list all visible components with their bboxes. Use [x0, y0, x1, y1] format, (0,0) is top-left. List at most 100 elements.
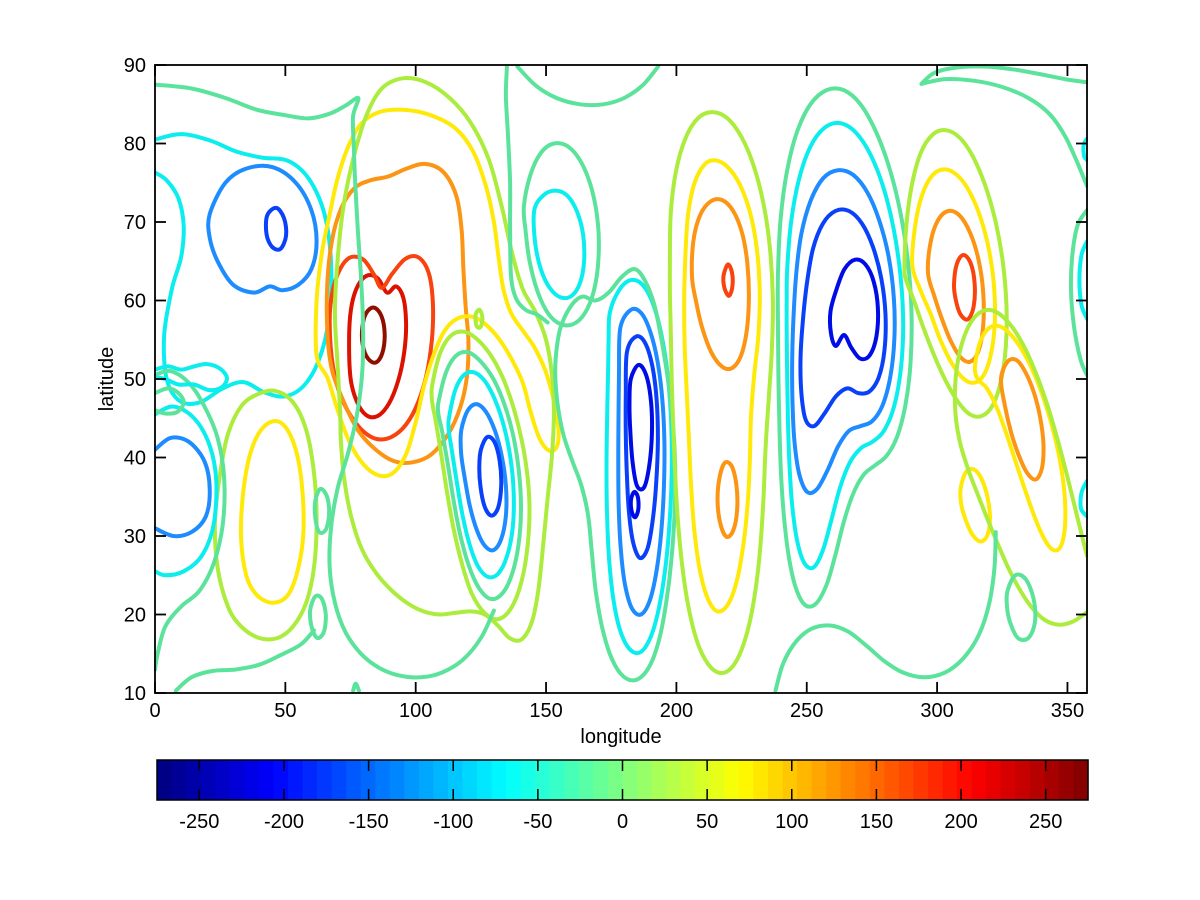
colorbar-segment: [215, 760, 231, 800]
colorbar-segment: [738, 760, 755, 800]
contour-line-level-25: [212, 388, 319, 642]
x-tick-label: 200: [660, 700, 693, 722]
contour-line-level--175: [263, 205, 289, 252]
contour-line-level--25: [312, 486, 332, 535]
contour-line-level--125: [206, 163, 319, 295]
colorbar-segment: [157, 760, 173, 800]
colorbar-segment: [942, 760, 958, 800]
contour-line-level-25: [332, 76, 556, 643]
colorbar-tick-label: 0: [617, 811, 628, 833]
contour-line-level-175: [327, 254, 436, 442]
contour-line-level--75: [154, 362, 229, 393]
contour-line-level--25: [351, 681, 361, 693]
colorbar-segment: [680, 760, 696, 800]
contour-line-level-75: [682, 158, 762, 614]
colorbar-tick-label: 150: [860, 811, 893, 833]
colorbar-segment: [229, 760, 245, 800]
colorbar-segment: [855, 760, 871, 800]
colorbar-segment: [666, 760, 682, 800]
contour-line-level-75: [313, 107, 561, 479]
contour-line-level-225: [347, 273, 409, 420]
contour-line-level-25: [952, 307, 1088, 627]
contour-lines-layer: [154, 64, 1088, 693]
contour-line-level--25: [1004, 572, 1038, 643]
colorbar-segment: [607, 760, 624, 800]
colorbar-segment: [593, 760, 609, 800]
colorbar-segment: [913, 760, 929, 800]
colorbar-segment: [898, 760, 915, 800]
contour-line-level--125: [790, 168, 897, 496]
colorbar-segment: [637, 760, 653, 800]
y-tick-label: 60: [124, 291, 146, 313]
contour-line-level--25: [919, 64, 1088, 86]
contour-line-level--75: [154, 404, 219, 578]
colorbar-segment: [186, 760, 202, 800]
colorbar-segment: [797, 760, 813, 800]
colorbar-segment: [346, 760, 362, 800]
colorbar-segment: [753, 760, 769, 800]
contour-line-level-125: [715, 460, 740, 539]
colorbar-segment: [724, 760, 740, 800]
contour-line-level-25: [902, 128, 1009, 419]
x-tick-label: 0: [149, 700, 160, 722]
colorbar-tick-label: 200: [944, 811, 977, 833]
colorbar-segment: [258, 760, 274, 800]
contour-line-level--25: [553, 267, 678, 683]
colorbar-segment: [447, 760, 464, 800]
contour-line-level--25: [515, 64, 661, 108]
colorbar-segment: [927, 760, 944, 800]
x-tick-label: 250: [790, 700, 823, 722]
y-tick-label: 70: [124, 212, 146, 234]
colorbar-segment: [869, 760, 885, 800]
colorbar-tick-label: 50: [696, 811, 718, 833]
colorbar-segment: [462, 760, 478, 800]
colorbar-segment: [1015, 760, 1031, 800]
colorbar-segment: [1058, 760, 1075, 800]
colorbar-segment: [287, 760, 304, 800]
colorbar-segment: [200, 760, 216, 800]
contour-line-level--75: [1077, 239, 1088, 321]
contour-line-level--75: [1078, 479, 1088, 519]
colorbar-segment: [782, 760, 798, 800]
contour-line-level-75: [910, 167, 998, 385]
colorbar-segment: [1000, 760, 1016, 800]
colorbar-segment: [331, 760, 347, 800]
colorbar-tick-label: -150: [349, 811, 389, 833]
colorbar-segment: [695, 760, 711, 800]
colorbar-segment: [244, 760, 260, 800]
y-tick-label: 80: [124, 134, 146, 156]
colorbar-segment: [491, 760, 507, 800]
contour-line-level--25: [154, 386, 186, 416]
colorbar-segment: [317, 760, 333, 800]
colorbar-tick-label: 250: [1029, 811, 1062, 833]
contour-line-level-75: [238, 419, 306, 605]
contour-line-level--25: [503, 64, 550, 325]
colorbar-segment: [171, 760, 187, 800]
colorbar-segment: [1044, 760, 1060, 800]
colorbar-segment: [840, 760, 856, 800]
contour-line-level--25: [173, 628, 316, 693]
contour-line-level--75: [154, 132, 334, 407]
contour-line-level-25: [429, 329, 532, 622]
contour-line-level--175: [477, 434, 504, 518]
colorbar-segment: [651, 760, 667, 800]
contour-line-level--25: [1068, 208, 1088, 378]
colorbar-tick-label: -200: [264, 811, 304, 833]
contour-line-level-125: [998, 357, 1046, 482]
colorbar-segment: [811, 760, 827, 800]
contour-line-level--25: [435, 349, 524, 602]
colorbar-segment: [578, 760, 595, 800]
contour-line-level--225: [827, 257, 881, 362]
colorbar-segment: [549, 760, 565, 800]
colorbar-segment: [273, 760, 289, 800]
colorbar-segment: [622, 760, 638, 800]
colorbar-segment: [1073, 760, 1089, 800]
colorbar-tick-label: -250: [179, 811, 219, 833]
contour-line-level--125: [154, 435, 212, 539]
contour-line-level-25: [667, 110, 775, 676]
colorbar-segment: [433, 760, 449, 800]
contour-line-level--175: [623, 334, 660, 561]
colorbar-segment: [418, 760, 434, 800]
